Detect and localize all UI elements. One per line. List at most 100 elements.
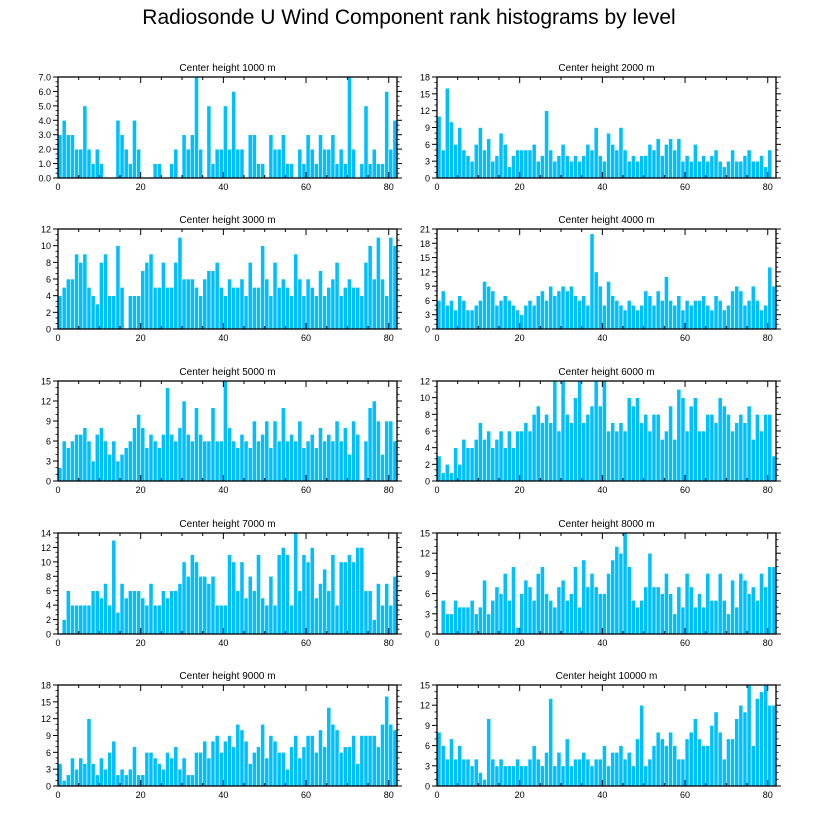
bar <box>202 740 208 787</box>
x-tick-label: 60 <box>680 182 690 192</box>
y-tick-label: 12 <box>420 106 430 116</box>
bar <box>602 593 607 635</box>
bar <box>593 758 599 787</box>
bar <box>639 155 645 179</box>
bar <box>453 758 458 787</box>
bar <box>515 149 520 179</box>
bar <box>759 691 764 787</box>
panel-title: Center height 3000 m <box>179 215 275 226</box>
bar <box>482 778 487 787</box>
bar <box>544 752 549 787</box>
bar <box>622 758 628 787</box>
bar <box>680 606 686 635</box>
y-tick-label: 6 <box>425 140 430 150</box>
bar <box>235 590 241 635</box>
bar <box>347 554 352 635</box>
bar <box>132 119 137 179</box>
bar <box>127 768 133 787</box>
bar <box>581 752 587 787</box>
bar <box>701 295 707 330</box>
bar <box>449 121 454 179</box>
y-tick-label: 0 <box>425 325 430 335</box>
bar <box>610 422 616 482</box>
bar <box>639 704 645 787</box>
bar <box>264 278 270 330</box>
bar <box>243 597 249 635</box>
bar <box>552 606 558 635</box>
x-tick-label: 40 <box>597 182 607 192</box>
panel-4: Center height 4000 m 0 20 40 60 80 0 3 6 9 12 15 18 2… <box>420 215 781 343</box>
y-tick-label: 6 <box>425 741 430 751</box>
bar <box>305 735 311 787</box>
bar <box>560 144 566 179</box>
bar <box>721 405 727 482</box>
bar <box>577 300 582 330</box>
bar <box>494 304 500 330</box>
bar <box>519 314 525 330</box>
bar <box>693 300 698 330</box>
bar <box>473 439 479 482</box>
bar <box>198 752 203 787</box>
bar <box>701 745 707 787</box>
bar <box>523 579 529 635</box>
bar <box>260 723 266 787</box>
bar <box>210 163 216 179</box>
bar <box>734 285 740 330</box>
bar <box>568 765 574 787</box>
bar <box>763 586 769 635</box>
bar <box>334 604 340 635</box>
bar <box>136 590 141 635</box>
bar <box>185 774 191 787</box>
bar <box>123 597 129 635</box>
bar <box>309 547 315 635</box>
bar <box>218 604 224 635</box>
bar <box>123 447 129 482</box>
bar <box>606 430 611 482</box>
bar <box>726 160 731 179</box>
bar <box>659 738 665 787</box>
bar <box>252 420 257 482</box>
bar <box>626 300 632 330</box>
bar <box>568 160 574 179</box>
x-tick-label: 20 <box>515 182 525 192</box>
y-tick-label: 0.0 <box>38 174 51 184</box>
y-tick-label: 12 <box>420 377 430 387</box>
bar <box>376 237 381 330</box>
bar <box>453 144 458 179</box>
bar <box>750 586 756 635</box>
bar <box>750 160 756 179</box>
bar <box>585 304 591 330</box>
bar <box>755 300 760 330</box>
bar <box>465 447 471 482</box>
bar <box>664 430 669 482</box>
bar <box>94 303 100 330</box>
bar <box>610 144 616 179</box>
bar <box>347 746 352 787</box>
bar <box>556 752 562 787</box>
bar <box>293 253 299 330</box>
bar <box>136 148 141 179</box>
bar <box>115 245 121 330</box>
bar <box>380 163 385 179</box>
bar <box>198 148 203 179</box>
bar <box>742 579 748 635</box>
bar <box>705 304 711 330</box>
bar <box>738 290 744 330</box>
bar <box>322 295 328 330</box>
x-tick-label: 40 <box>218 182 228 192</box>
bar <box>65 774 71 787</box>
bar <box>461 439 467 482</box>
x-tick-label: 80 <box>763 485 773 495</box>
bar <box>247 575 253 635</box>
bar <box>511 566 516 635</box>
bar <box>189 278 195 330</box>
bar <box>181 757 187 787</box>
bar <box>643 586 649 635</box>
bar <box>285 440 290 482</box>
bar <box>115 612 121 635</box>
bar <box>218 148 224 179</box>
bar <box>602 745 607 787</box>
bar <box>359 295 365 330</box>
bar <box>560 380 566 482</box>
bar <box>322 440 328 482</box>
